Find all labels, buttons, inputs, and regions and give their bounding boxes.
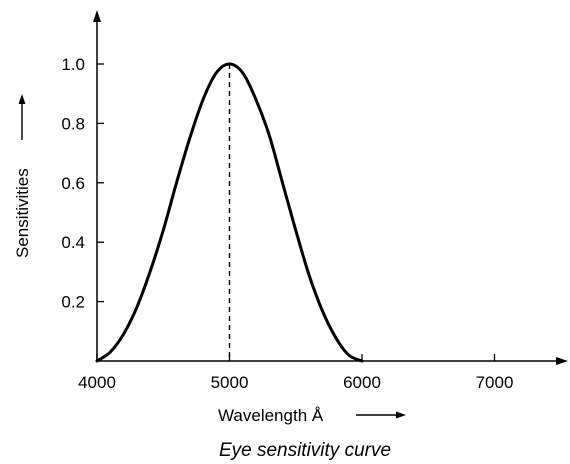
chart-caption: Eye sensitivity curve [219,440,391,461]
axes [93,10,568,365]
y-axis-title-arrow [18,94,26,140]
y-axis-title: Sensitivities [13,168,32,258]
ticks: 4000 5000 6000 7000 0.2 0.4 0.6 0.8 1.0 [61,55,513,392]
y-tick-label-0.8: 0.8 [61,114,85,133]
x-tick-label-6000: 6000 [343,373,381,392]
y-tick-label-0.2: 0.2 [61,293,85,312]
y-tick-label-1.0: 1.0 [61,55,85,74]
x-axis-arrowhead [556,357,568,365]
y-tick-label-0.4: 0.4 [61,233,85,252]
plot-area [95,62,364,363]
x-tick-label-5000: 5000 [211,373,249,392]
sensitivity-curve [95,62,364,363]
y-axis-arrowhead [93,10,101,22]
x-axis-title-arrow [356,411,406,419]
x-axis-title: Wavelength Å [218,406,324,425]
x-tick-label-4000: 4000 [78,373,116,392]
x-tick-label-7000: 7000 [476,373,514,392]
y-tick-label-0.6: 0.6 [61,174,85,193]
